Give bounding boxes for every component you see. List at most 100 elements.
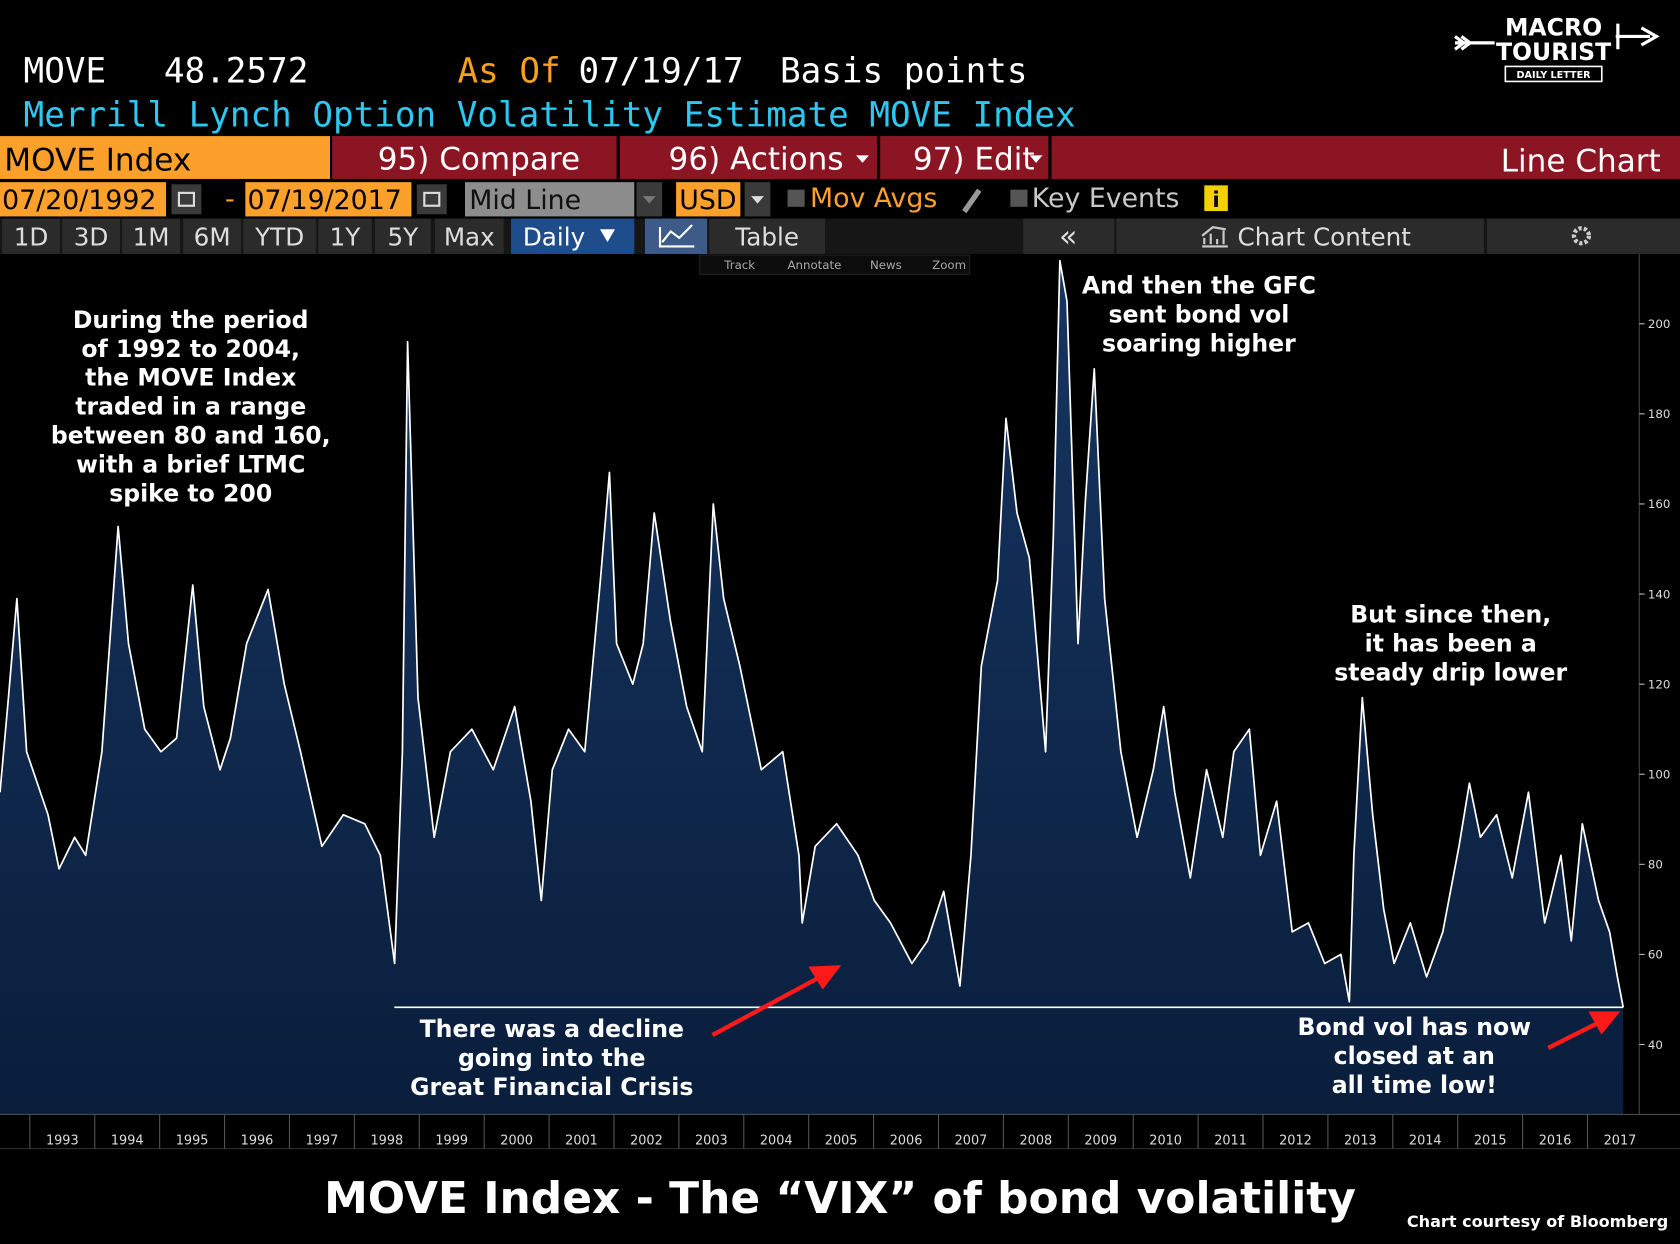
axes: 40 60 80 100 120 140 160 180 200 1993 1994 1995 1996… bbox=[0, 253, 1680, 1150]
tool-button[interactable]: Track bbox=[723, 258, 755, 272]
x-tick-label: 2007 bbox=[955, 1133, 988, 1148]
period-box[interactable] bbox=[318, 218, 372, 254]
date-box[interactable] bbox=[0, 182, 167, 217]
start-date[interactable]: 07/20/1992 bbox=[2, 185, 156, 216]
period-box[interactable] bbox=[435, 218, 504, 254]
y-tick-label: 80 bbox=[1648, 858, 1663, 872]
content-box[interactable] bbox=[1116, 218, 1484, 254]
x-tick-label: 1998 bbox=[370, 1133, 403, 1148]
currency-box[interactable] bbox=[676, 182, 741, 217]
x-tick-label: 1994 bbox=[111, 1133, 144, 1148]
period-box[interactable] bbox=[375, 218, 431, 254]
checkbox[interactable] bbox=[1010, 189, 1028, 207]
x-tick-label: 2014 bbox=[1409, 1133, 1442, 1148]
as-of-label: As Of bbox=[458, 52, 561, 92]
plot-area bbox=[0, 259, 1625, 1115]
annotation-line: closed at an bbox=[1334, 1042, 1495, 1070]
annotation-line: going into the bbox=[458, 1044, 645, 1072]
mov-avgs[interactable]: Mov Avgs bbox=[810, 183, 937, 214]
dropdown-arrow[interactable] bbox=[1029, 155, 1043, 163]
menu-bar bbox=[332, 136, 1680, 179]
period-box[interactable] bbox=[183, 218, 242, 254]
calendar-icon[interactable] bbox=[171, 184, 202, 215]
tool-button[interactable]: Annotate bbox=[788, 258, 842, 272]
x-tick-label: 1995 bbox=[176, 1133, 209, 1148]
actions-button[interactable]: 96) Actions bbox=[669, 141, 844, 177]
source: Chart courtesy of Bloomberg bbox=[1407, 1212, 1668, 1231]
settings-box[interactable] bbox=[1487, 218, 1680, 254]
header: MOVE 48.2572 As Of 07/19/17 Basis points… bbox=[24, 52, 1076, 136]
y-tick-label: 100 bbox=[1648, 768, 1670, 782]
period-button[interactable]: Max bbox=[444, 222, 495, 251]
security[interactable]: MOVE Index bbox=[4, 142, 191, 178]
units: Basis points bbox=[780, 52, 1028, 92]
y-tick-label: 60 bbox=[1648, 948, 1663, 962]
date-box[interactable] bbox=[245, 182, 412, 217]
annotation-line: it has been a bbox=[1365, 629, 1537, 657]
annotation-line: There was a decline bbox=[420, 1015, 684, 1043]
field-box[interactable] bbox=[465, 182, 635, 217]
x-tick-label: 2016 bbox=[1539, 1133, 1572, 1148]
period-buttons: 1D 3D 1M 6M YTD 1Y 5Y Max bbox=[2, 218, 504, 254]
x-tick-label: 2011 bbox=[1214, 1133, 1247, 1148]
period-button[interactable]: 1D bbox=[14, 222, 49, 251]
pencil-icon[interactable] bbox=[962, 188, 982, 214]
calendar-icon[interactable] bbox=[416, 184, 447, 215]
x-tick-label: 2001 bbox=[565, 1133, 598, 1148]
info-box[interactable] bbox=[1204, 185, 1228, 212]
annotation-line: the MOVE Index bbox=[85, 364, 296, 392]
checkbox[interactable] bbox=[787, 189, 805, 207]
x-tick-label: 2003 bbox=[695, 1133, 728, 1148]
frequency[interactable]: Daily bbox=[523, 222, 585, 251]
annotation-line: between 80 and 160, bbox=[51, 422, 331, 450]
y-tick-label: 140 bbox=[1648, 587, 1670, 601]
arrow-head bbox=[1588, 1011, 1621, 1035]
chart-title: MOVE Index - The “VIX” of bond volatilit… bbox=[324, 1173, 1356, 1224]
y-tick-label: 40 bbox=[1648, 1038, 1663, 1052]
period-box[interactable] bbox=[122, 218, 180, 254]
end-date[interactable]: 07/19/2017 bbox=[248, 185, 402, 216]
currency[interactable]: USD bbox=[679, 185, 736, 216]
logo-text: DAILY LETTER bbox=[1517, 70, 1592, 81]
price-field[interactable]: Mid Line bbox=[469, 185, 581, 216]
arrow-shaft bbox=[711, 975, 821, 1037]
gear-icon[interactable] bbox=[1571, 226, 1592, 246]
x-tick-label: 2013 bbox=[1344, 1133, 1377, 1148]
period-button[interactable]: 5Y bbox=[387, 222, 419, 251]
collapse-button[interactable]: « bbox=[1059, 219, 1077, 254]
chart-content[interactable]: Chart Content bbox=[1238, 222, 1412, 251]
key-events[interactable]: Key Events bbox=[1032, 183, 1180, 214]
chart-type[interactable]: Line Chart bbox=[1501, 143, 1661, 179]
period-button[interactable]: 6M bbox=[194, 222, 231, 251]
tool-button[interactable]: News bbox=[870, 258, 902, 272]
y-tick-label: 180 bbox=[1648, 407, 1670, 421]
frequency-box[interactable] bbox=[511, 218, 635, 254]
period-box[interactable] bbox=[62, 218, 120, 254]
table-button[interactable]: Table bbox=[734, 222, 799, 251]
compare-button[interactable]: 95) Compare bbox=[378, 141, 580, 177]
x-tick-label: 2006 bbox=[890, 1133, 923, 1148]
collapse-box[interactable] bbox=[1023, 218, 1115, 254]
period-button[interactable]: 1M bbox=[133, 222, 170, 251]
tool-button[interactable]: Zoom bbox=[932, 258, 966, 272]
x-tick-label: 2000 bbox=[500, 1133, 533, 1148]
area-fill bbox=[0, 260, 1624, 1115]
security-box[interactable] bbox=[0, 136, 330, 179]
period-box[interactable] bbox=[2, 218, 61, 254]
edit-button[interactable]: 97) Edit bbox=[913, 141, 1035, 177]
period-button[interactable]: YTD bbox=[254, 222, 304, 251]
tools-bar bbox=[699, 254, 971, 275]
x-tick-label: 2008 bbox=[1020, 1133, 1053, 1148]
info[interactable]: i bbox=[1212, 188, 1219, 213]
period-box[interactable] bbox=[243, 218, 317, 254]
period-button[interactable]: 3D bbox=[74, 222, 109, 251]
annotation-line: But since then, bbox=[1350, 601, 1551, 629]
x-tick-label: 1997 bbox=[306, 1133, 339, 1148]
dropdown-arrow[interactable] bbox=[856, 155, 869, 163]
annotation-line: steady drip lower bbox=[1334, 658, 1567, 686]
x-tick-label: 2009 bbox=[1084, 1133, 1117, 1148]
period-button[interactable]: 1Y bbox=[330, 222, 362, 251]
x-tick-label: 2015 bbox=[1474, 1133, 1507, 1148]
table-box[interactable] bbox=[709, 218, 825, 254]
